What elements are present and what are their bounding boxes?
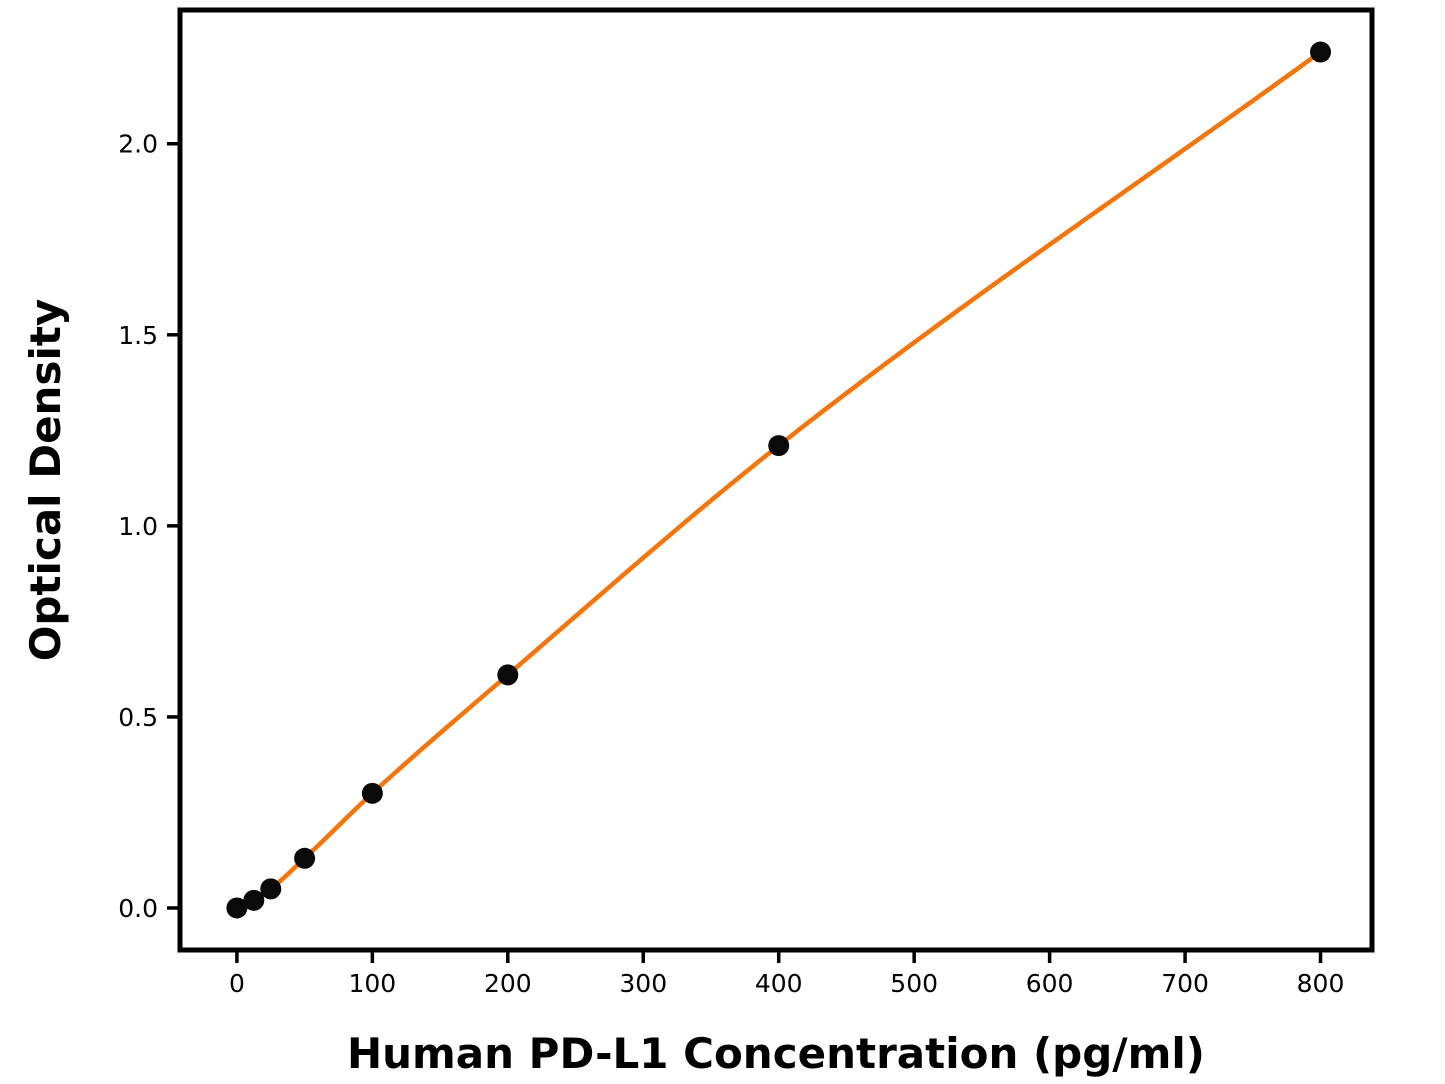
x-tick-label: 300: [619, 969, 667, 998]
y-axis-label: Optical Density: [21, 299, 70, 662]
data-point: [260, 878, 282, 900]
x-tick-label: 600: [1026, 969, 1074, 998]
x-axis-label: Human PD-L1 Concentration (pg/ml): [347, 1029, 1205, 1078]
fit-line: [234, 49, 1323, 911]
x-tick-label: 100: [348, 969, 396, 998]
data-point: [768, 435, 790, 457]
data-point: [243, 889, 265, 911]
x-tick-label: 200: [484, 969, 532, 998]
data-point: [226, 897, 248, 919]
x-tick-label: 800: [1297, 969, 1345, 998]
y-tick-label: 1.5: [118, 321, 158, 350]
data-point: [497, 664, 519, 686]
y-tick-label: 0.0: [118, 894, 158, 923]
data-point: [294, 847, 316, 869]
x-tick-label: 0: [229, 969, 245, 998]
plot-frame: [177, 7, 1375, 953]
x-tick-label: 700: [1161, 969, 1209, 998]
y-tick-label: 0.5: [118, 703, 158, 732]
data-point: [361, 782, 383, 804]
x-tick-label: 400: [755, 969, 803, 998]
data-point: [1310, 41, 1332, 63]
y-tick-label: 1.0: [118, 512, 158, 541]
x-tick-label: 500: [890, 969, 938, 998]
y-tick-label: 2.0: [118, 130, 158, 159]
